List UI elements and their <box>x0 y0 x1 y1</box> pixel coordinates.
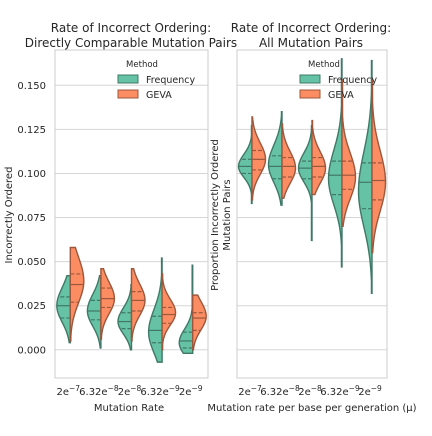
panel-1-title-line-1: Rate of Incorrect Ordering: <box>51 21 211 35</box>
ytick-label-3: 0.075 <box>17 213 46 224</box>
panel-1-xlabel: Mutation Rate <box>94 403 164 414</box>
legend-title: Method <box>126 60 158 70</box>
panel-2-title-line-1: Rate of Incorrect Ordering: <box>231 21 391 35</box>
panel-2-all-pairs: Rate of Incorrect Ordering: All Mutation… <box>207 21 416 414</box>
ytick-label-0: 0.000 <box>17 345 46 356</box>
panel-1-comparable-pairs: Rate of Incorrect Ordering: Directly Com… <box>4 21 237 414</box>
frequency-violin-2 <box>117 283 133 351</box>
geva-violin-4 <box>371 79 387 254</box>
frequency-violin-0 <box>56 275 71 344</box>
legend-title: Method <box>308 60 340 70</box>
ytick-label-5: 0.125 <box>17 125 46 136</box>
panel-2-frame <box>236 49 388 379</box>
geva-violin-4 <box>192 294 207 351</box>
panel-2-ylabel-line-1: Proportion Incorrectly Ordered <box>210 139 221 291</box>
legend-swatch-1 <box>299 89 321 99</box>
ytick-label-4: 0.100 <box>17 169 46 180</box>
panel-1-ylabel: Incorrectly Ordered <box>4 167 15 264</box>
panel-2-xtick-labels: 2e−76.32e−82e−86.32e−92e−9 <box>238 384 382 398</box>
legend-label-1: GEVA <box>146 90 172 101</box>
panel-2-legend: Method Frequency GEVA <box>299 60 377 101</box>
legend-swatch-0 <box>117 74 139 84</box>
panel-1-xtick-labels: 2e−7 6.32e−8 2e−8 6.32e−9 2e−9 <box>57 384 203 398</box>
panel-1-frame <box>54 49 209 379</box>
panel-2-xlabel: Mutation rate per base per generation (μ… <box>207 403 416 414</box>
panel-1-title-line-2: Directly Comparable Mutation Pairs <box>25 36 237 50</box>
geva-violin-0 <box>69 246 85 342</box>
geva-violin-3 <box>161 273 177 351</box>
panel-1-legend: Method Frequency GEVA <box>117 60 195 101</box>
panel-2-ylabel-line-2: Mutation Pairs <box>222 179 233 250</box>
frequency-violin-3 <box>147 257 163 363</box>
frequency-violin-1 <box>267 111 283 206</box>
panel-2-gridlines <box>237 84 387 351</box>
ytick-label-1: 0.025 <box>17 301 46 312</box>
legend-swatch-1 <box>117 89 139 99</box>
geva-violin-0 <box>251 116 267 201</box>
legend-swatch-0 <box>299 74 321 84</box>
panel-1-violins <box>56 246 207 363</box>
ytick-label-2: 0.050 <box>17 257 46 268</box>
legend-label-0: Frequency <box>146 75 195 86</box>
geva-violin-2 <box>130 267 146 342</box>
legend-label-0: Frequency <box>328 75 377 86</box>
legend-label-1: GEVA <box>328 90 354 101</box>
panel-2-title-line-2: All Mutation Pairs <box>259 36 363 50</box>
panel-2-violins <box>237 58 387 295</box>
panel-1-ytick-labels: 0.000 0.025 0.050 0.075 0.100 0.125 0.150 <box>17 81 46 357</box>
geva-violin-1 <box>281 123 297 199</box>
geva-violin-1 <box>100 267 116 340</box>
frequency-violin-2 <box>297 125 313 242</box>
ytick-label-6: 0.150 <box>17 81 46 92</box>
